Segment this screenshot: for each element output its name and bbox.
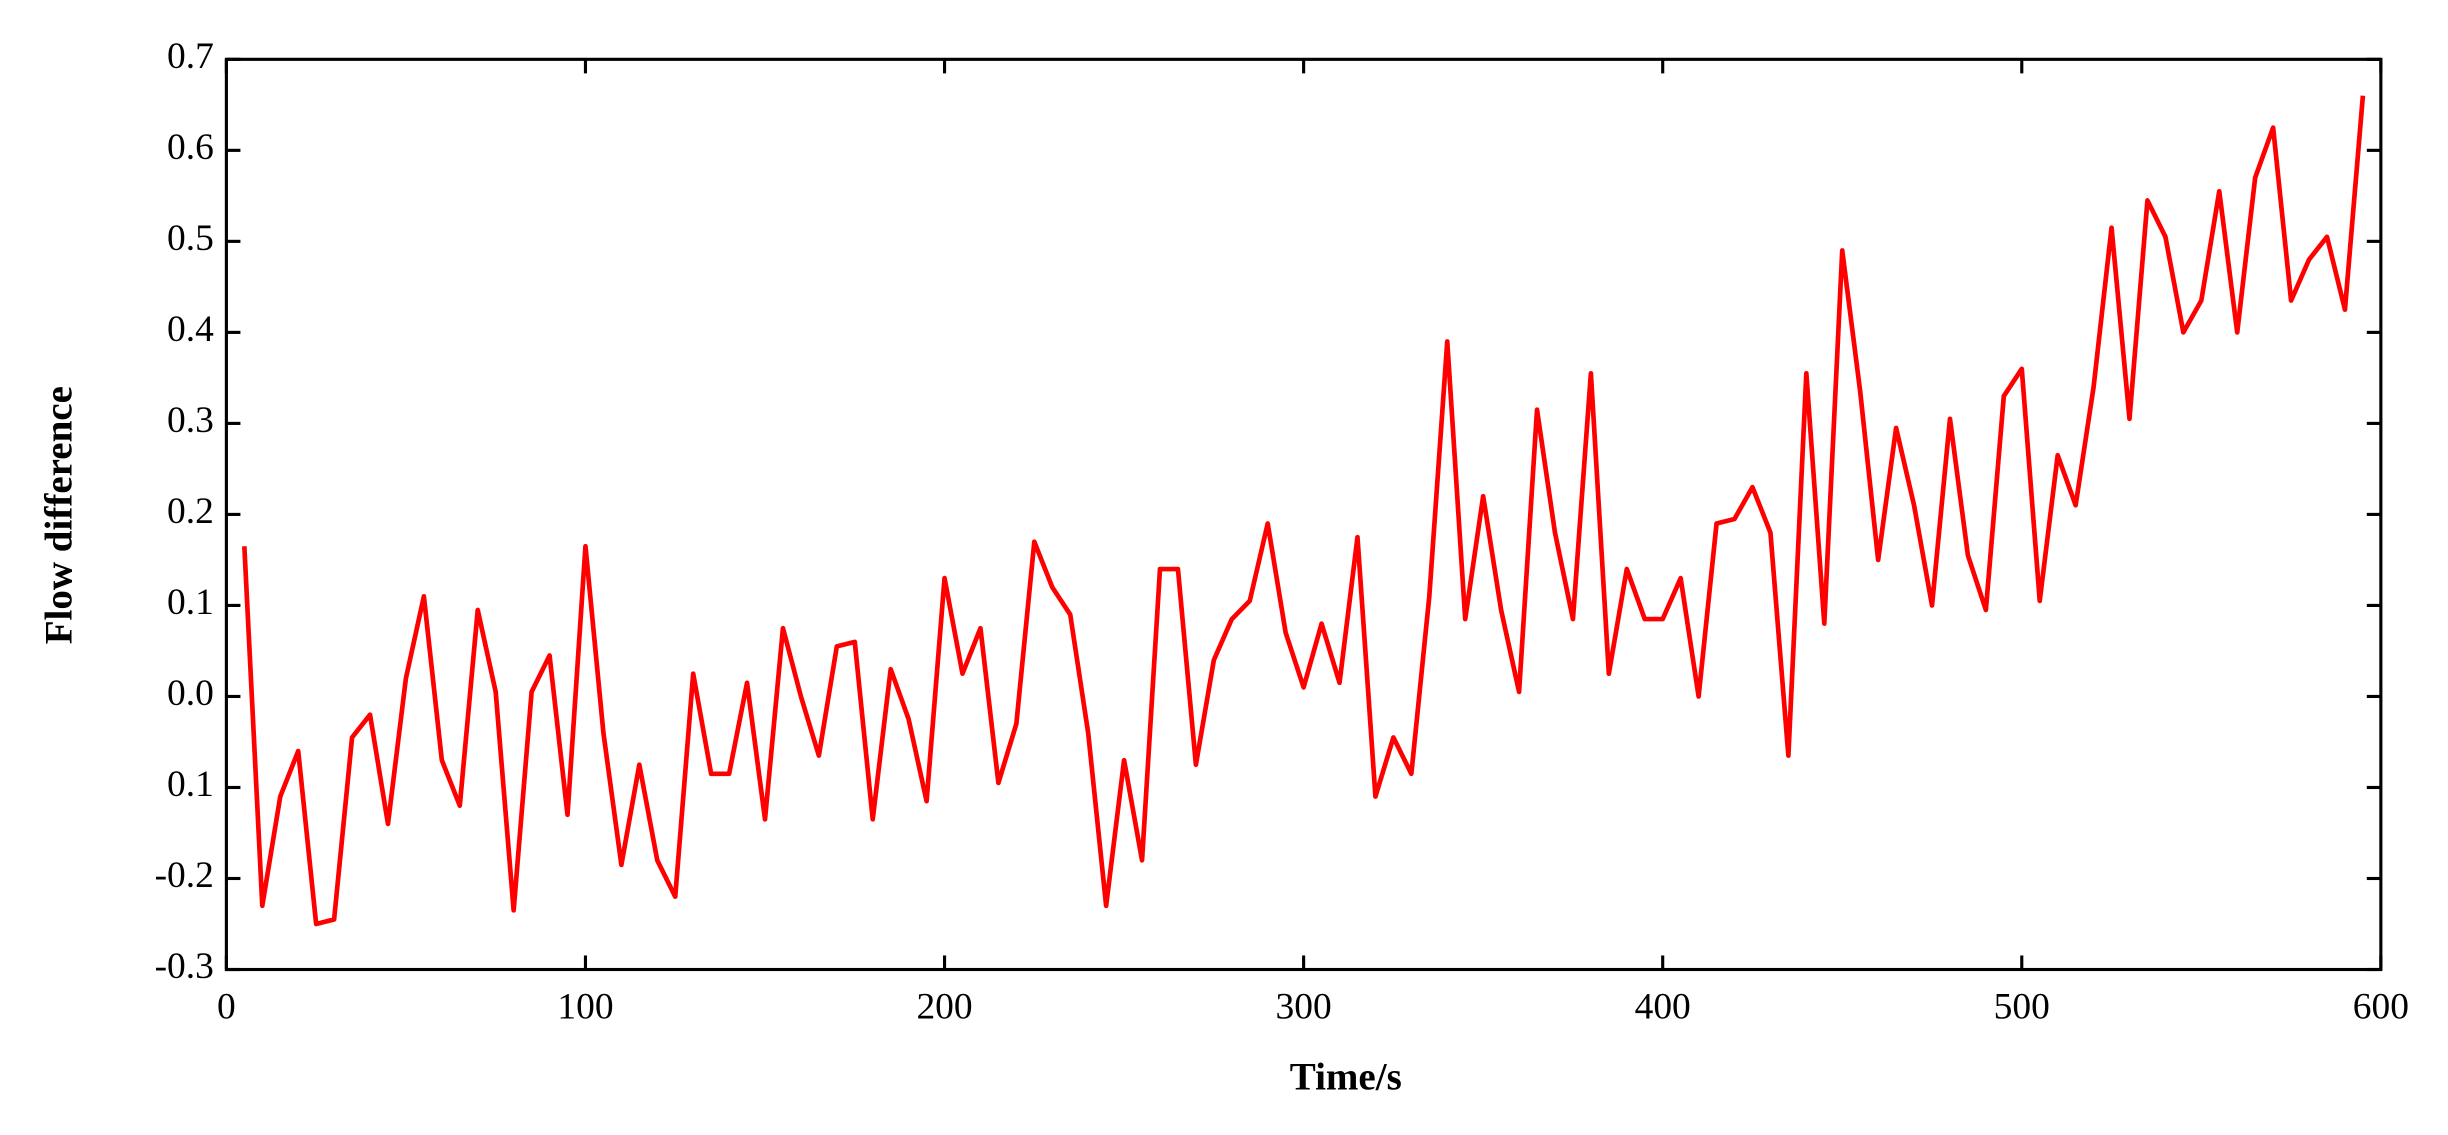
x-tick-label: 400 — [1635, 987, 1691, 1028]
plot-frame — [224, 57, 2383, 972]
y-tick-label: 0.4 — [167, 309, 214, 350]
y-tick-label: 0.5 — [167, 218, 214, 259]
x-tick-label: 600 — [2353, 987, 2409, 1028]
x-tick-label: 200 — [916, 987, 972, 1028]
x-axis-title: Time/s — [1290, 1055, 1402, 1098]
x-tick-label: 100 — [557, 987, 613, 1028]
y-axis-title: Flow difference — [37, 386, 80, 644]
y-tick-label: 0.0 — [167, 673, 214, 714]
y-tick-label: 0.2 — [167, 491, 214, 532]
y-tick-label: -0.2 — [155, 855, 214, 896]
x-tick-label: 500 — [1994, 987, 2050, 1028]
data-line — [242, 95, 2366, 927]
y-tick-label: -0.3 — [155, 946, 214, 987]
x-tick-label: 0 — [217, 987, 236, 1028]
y-tick-label: 0.6 — [167, 127, 214, 168]
y-tick-label: 0.1 — [167, 582, 214, 623]
y-tick-label: 0.3 — [167, 400, 214, 441]
y-tick-label: 0.7 — [167, 36, 214, 77]
x-tick-label: 300 — [1276, 987, 1332, 1028]
y-tick-label: 0.1 — [167, 764, 214, 805]
